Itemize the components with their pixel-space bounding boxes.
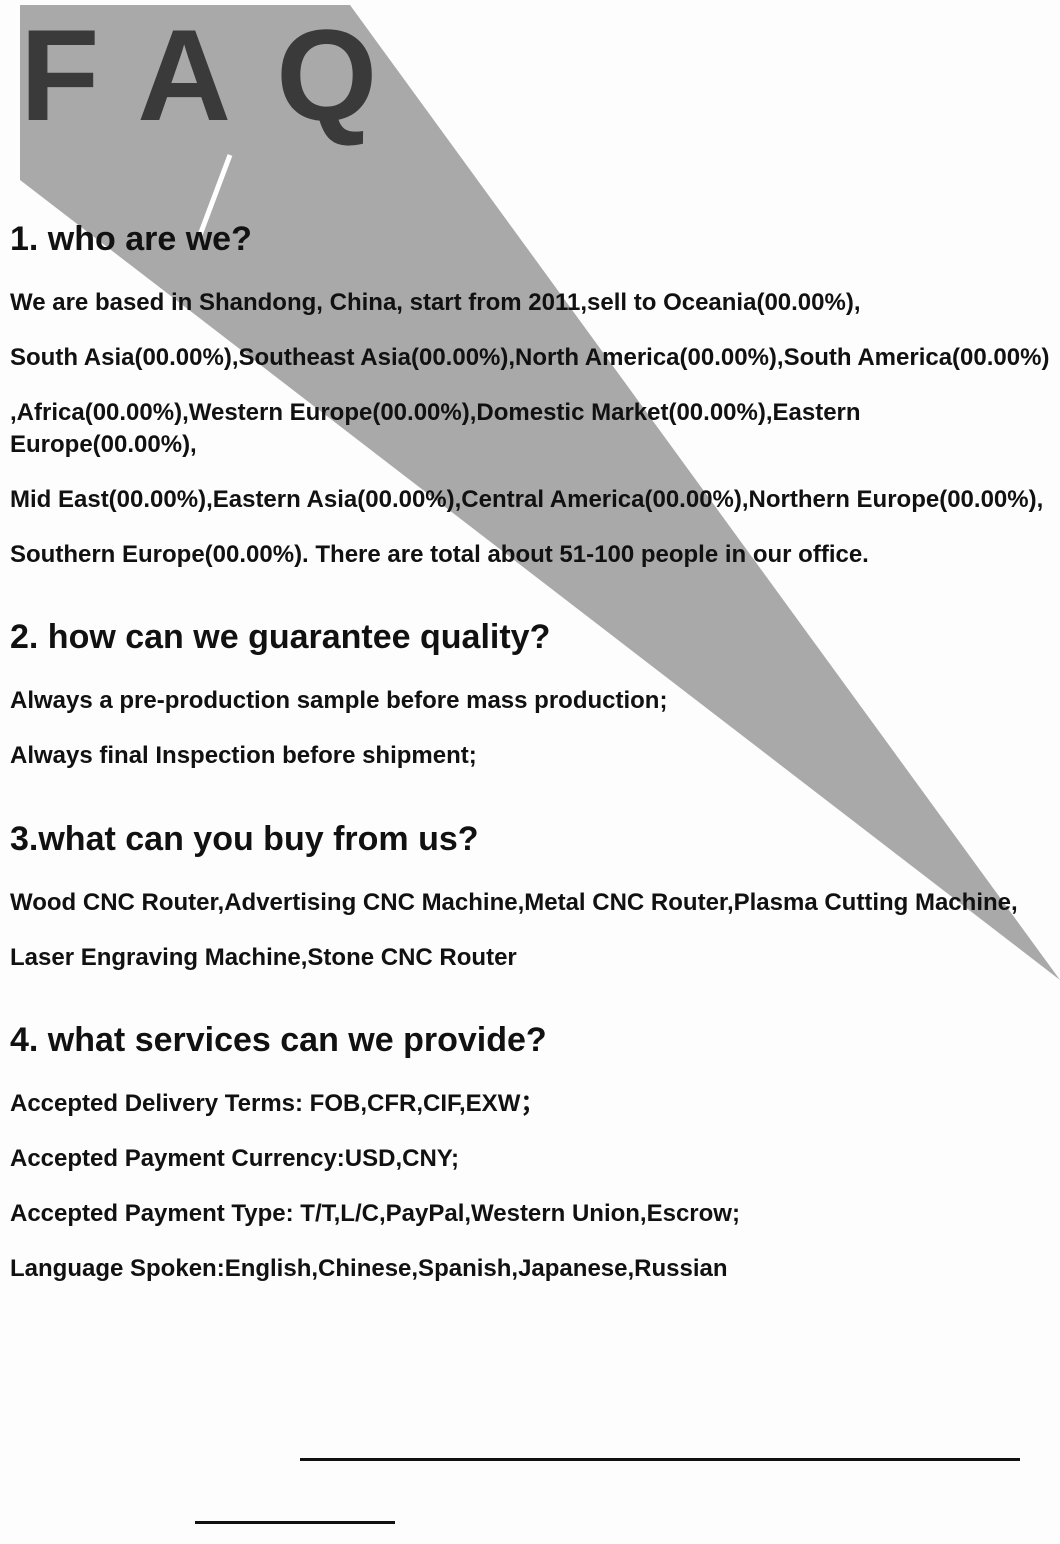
- answer-1-line-2: South Asia(00.00%),Southeast Asia(00.00%…: [10, 342, 1050, 373]
- answer-4-line-2: Accepted Payment Currency:USD,CNY;: [10, 1143, 1050, 1174]
- answer-1: We are based in Shandong, China, start f…: [10, 287, 1050, 570]
- answer-4-line-1: Accepted Delivery Terms: FOB,CFR,CIF,EXW…: [10, 1088, 1050, 1119]
- question-1: 1. who are we?: [10, 220, 1050, 259]
- answer-1-line-4: Mid East(00.00%),Eastern Asia(00.00%),Ce…: [10, 484, 1050, 515]
- answer-3-line-2: Laser Engraving Machine,Stone CNC Router: [10, 942, 1050, 973]
- footer-line-1: [300, 1458, 1020, 1461]
- footer-decoration: [195, 1458, 1020, 1524]
- answer-3-line-1: Wood CNC Router,Advertising CNC Machine,…: [10, 887, 1050, 918]
- footer-line-2: [195, 1521, 395, 1524]
- answer-4-line-3: Accepted Payment Type: T/T,L/C,PayPal,We…: [10, 1198, 1050, 1229]
- answer-2-line-2: Always final Inspection before shipment;: [10, 740, 1050, 771]
- question-2: 2. how can we guarantee quality?: [10, 618, 1050, 657]
- answer-3: Wood CNC Router,Advertising CNC Machine,…: [10, 887, 1050, 973]
- page-title: FAQ: [20, 10, 1050, 140]
- question-4: 4. what services can we provide?: [10, 1021, 1050, 1060]
- answer-1-line-5: Southern Europe(00.00%). There are total…: [10, 539, 1050, 570]
- answer-4: Accepted Delivery Terms: FOB,CFR,CIF,EXW…: [10, 1088, 1050, 1285]
- answer-2-line-1: Always a pre-production sample before ma…: [10, 685, 1050, 716]
- answer-1-line-3: ,Africa(00.00%),Western Europe(00.00%),D…: [10, 397, 1050, 459]
- answer-1-line-1: We are based in Shandong, China, start f…: [10, 287, 1050, 318]
- question-3: 3.what can you buy from us?: [10, 820, 1050, 859]
- faq-content: FAQ 1. who are we? We are based in Shand…: [0, 0, 1060, 1285]
- answer-4-line-4: Language Spoken:English,Chinese,Spanish,…: [10, 1253, 1050, 1284]
- answer-2: Always a pre-production sample before ma…: [10, 685, 1050, 771]
